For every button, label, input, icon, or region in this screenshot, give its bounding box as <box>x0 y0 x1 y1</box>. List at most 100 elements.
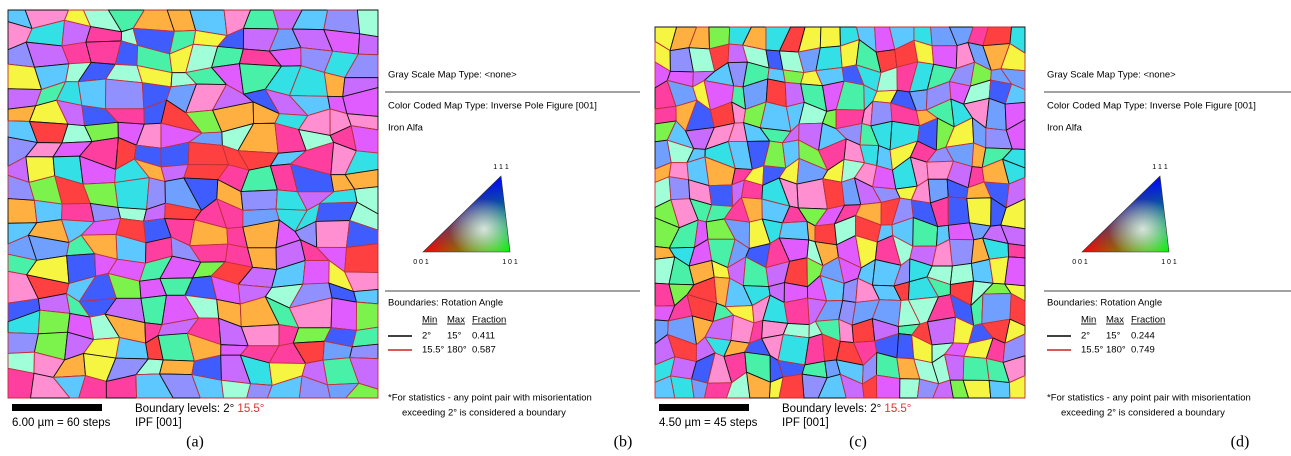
grain <box>985 97 1007 131</box>
gray-scale-type: Gray Scale Map Type: <none> <box>388 70 517 81</box>
grain <box>796 178 828 210</box>
grain <box>356 9 379 38</box>
grain <box>966 197 992 227</box>
grain <box>33 199 63 224</box>
boundaries-title: Boundaries: Rotation Angle <box>1047 298 1162 309</box>
grain <box>240 189 278 211</box>
grain <box>1007 243 1026 259</box>
column-header: Fraction <box>1131 315 1165 326</box>
scale-bar-label: 4.50 µm = 45 steps <box>659 417 758 429</box>
table-cell: 0.411 <box>472 331 495 342</box>
boundaries-title: Boundaries: Rotation Angle <box>388 298 503 309</box>
boundary-low: Boundary levels: 2° <box>782 403 881 415</box>
grain <box>926 316 957 346</box>
grain <box>351 326 379 348</box>
grain <box>302 259 330 285</box>
column-header: Min <box>422 315 437 326</box>
table-cell: 2° <box>422 331 431 342</box>
grain <box>1008 374 1026 399</box>
grain-map <box>654 26 1026 399</box>
panel-caption: (d) <box>1231 434 1250 451</box>
grain <box>896 333 915 360</box>
scale-bar <box>12 404 102 411</box>
grain <box>330 297 357 331</box>
boundary-levels: Boundary levels: 2° 15.5° <box>782 403 911 415</box>
scale-bar <box>659 404 749 411</box>
boundary-high: 15.5° <box>884 403 911 415</box>
grain <box>962 355 990 381</box>
phase-name: Iron Alfa <box>388 123 424 134</box>
grain <box>782 69 805 85</box>
color-coded-type: Color Coded Map Type: Inverse Pole Figur… <box>388 101 597 112</box>
grain <box>344 382 379 399</box>
column-header: Max <box>447 315 465 326</box>
panel-caption: (b) <box>614 434 633 451</box>
note-line: *For statistics - any point pair with mi… <box>1047 393 1251 404</box>
ipf-triangle-white <box>422 175 511 253</box>
grain <box>7 198 38 224</box>
phase-name: Iron Alfa <box>1047 123 1083 134</box>
pole-label: 1 1 1 <box>493 164 509 171</box>
grain <box>240 324 280 347</box>
grain <box>962 379 992 399</box>
grain <box>988 379 1011 399</box>
grain <box>814 223 838 246</box>
grain <box>355 301 379 331</box>
grain <box>7 332 39 354</box>
grain <box>61 202 95 223</box>
grain <box>158 359 195 375</box>
grain <box>783 297 810 326</box>
panel-caption: (a) <box>186 434 204 451</box>
grain <box>353 288 379 305</box>
column-header: Min <box>1081 315 1096 326</box>
pole-label: 1 1 1 <box>1152 164 1168 171</box>
note-line: exceeding 2° is considered a boundary <box>1061 408 1225 419</box>
table-cell: 15.5° <box>422 345 444 356</box>
grain <box>899 378 921 399</box>
grain <box>7 367 35 399</box>
map-type: IPF [001] <box>782 417 829 429</box>
table-cell: 15° <box>1106 331 1121 342</box>
grain <box>981 293 1012 325</box>
boundary-levels: Boundary levels: 2° 15.5° <box>135 403 264 415</box>
note-line: *For statistics - any point pair with mi… <box>388 393 592 404</box>
table-cell: 2° <box>1081 331 1090 342</box>
grain <box>948 238 975 267</box>
pole-label: 1 0 1 <box>502 259 518 266</box>
column-header: Max <box>1106 315 1124 326</box>
pole-label: 1 0 1 <box>1161 259 1177 266</box>
grain <box>104 78 145 110</box>
grain <box>819 26 841 49</box>
grain <box>947 196 970 226</box>
table-cell: 15° <box>447 331 462 342</box>
grain <box>114 177 150 210</box>
grain <box>77 78 107 110</box>
grain <box>668 176 691 201</box>
table-cell: 0.587 <box>472 345 496 356</box>
table-cell: 15.5° <box>1081 345 1103 356</box>
panel-caption: (c) <box>849 434 867 451</box>
grain <box>315 220 351 248</box>
grain <box>37 309 71 335</box>
column-header: Fraction <box>472 315 506 326</box>
note-line: exceeding 2° is considered a boundary <box>402 408 566 419</box>
boundary-high: 15.5° <box>237 403 264 415</box>
map-type: IPF [001] <box>135 417 182 429</box>
grain <box>778 220 810 241</box>
boundary-low: Boundary levels: 2° <box>135 403 234 415</box>
scale-bar-label: 6.00 µm = 60 steps <box>12 417 111 429</box>
grain <box>708 184 734 207</box>
grain <box>357 33 379 56</box>
color-coded-type: Color Coded Map Type: Inverse Pole Figur… <box>1047 101 1256 112</box>
grain <box>1004 256 1026 287</box>
grain <box>670 375 695 399</box>
table-cell: 180° <box>447 345 467 356</box>
gray-scale-type: Gray Scale Map Type: <none> <box>1047 70 1176 81</box>
ipf-triangle-white <box>1081 175 1170 253</box>
grain <box>220 379 252 399</box>
table-cell: 0.244 <box>1131 331 1155 342</box>
grain <box>778 373 805 399</box>
table-cell: 180° <box>1106 345 1126 356</box>
table-cell: 0.749 <box>1131 345 1155 356</box>
